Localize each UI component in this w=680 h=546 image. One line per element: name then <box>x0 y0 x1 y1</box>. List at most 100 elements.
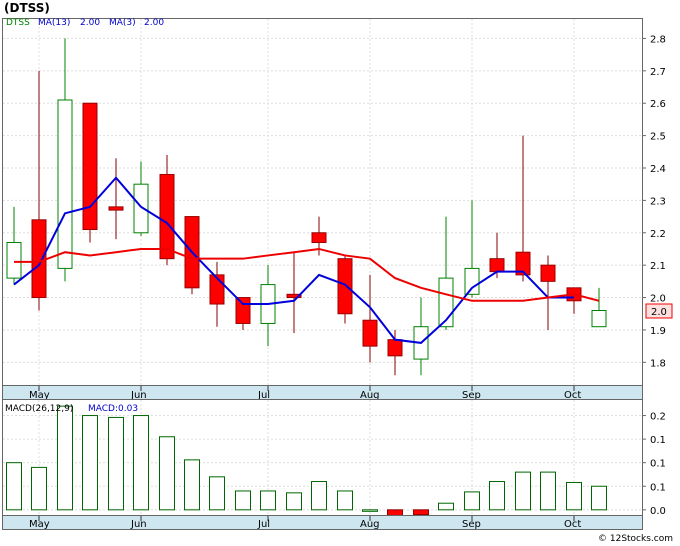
candle-body <box>387 339 403 357</box>
price-x-tick-label: May <box>29 390 50 401</box>
candle-body <box>133 183 149 234</box>
candle <box>515 135 531 282</box>
price-x-tick-label: Aug <box>360 390 380 401</box>
candle <box>464 200 480 298</box>
price-tick-label: 1.8 <box>650 358 666 369</box>
candle-body <box>286 293 302 299</box>
last-value-box <box>645 303 673 319</box>
legend-ma3: MA(3) <box>109 18 136 28</box>
macd-bar <box>260 490 276 511</box>
macd-tick-label: 0.0 <box>650 506 666 517</box>
macd-bar <box>209 476 225 511</box>
candle-body <box>108 206 124 211</box>
macd-bar <box>31 466 47 511</box>
moving-average-lines <box>13 176 600 344</box>
candle-body <box>489 258 505 273</box>
macd-bar <box>311 481 327 511</box>
candle <box>159 155 175 266</box>
legend-macd-value: MACD:0.03 <box>88 404 138 414</box>
last-value-label: 2.0 <box>651 307 667 318</box>
candle <box>82 102 98 243</box>
macd-bar <box>387 509 403 516</box>
macd-bar <box>184 459 200 511</box>
macd-bar <box>57 405 73 511</box>
macd-bar <box>464 491 480 511</box>
price-month-strip <box>2 385 643 400</box>
price-x-tick-label: Oct <box>564 390 581 401</box>
macd-bars <box>6 405 607 516</box>
macd-bar <box>591 485 607 511</box>
legend-symbol: DTSS <box>6 18 30 28</box>
macd-bar <box>133 415 149 511</box>
candle <box>337 255 353 324</box>
macd-x-tick-label: Jun <box>130 519 147 530</box>
macd-bar <box>413 509 429 516</box>
macd-tick-label: 0.1 <box>650 459 666 470</box>
candle-body <box>57 99 73 269</box>
price-x-tick-label: Jun <box>130 390 147 401</box>
candle-body <box>31 219 47 299</box>
credit-text: © 12Stocks.com <box>598 534 673 544</box>
candle <box>57 38 73 282</box>
candle-body <box>362 319 378 347</box>
candle <box>286 252 302 334</box>
legend-ma3-value: 2.00 <box>144 18 164 28</box>
macd-x-tick-label: May <box>29 519 50 530</box>
candle <box>6 206 22 285</box>
macd-tick-label: 0.1 <box>650 435 666 446</box>
macd-tick-label: 0.1 <box>650 482 666 493</box>
price-x-axis: May Jun Jul Aug Sep Oct <box>29 386 581 401</box>
candle <box>540 255 556 330</box>
macd-bar <box>108 416 124 511</box>
macd-x-axis: May Jun Jul Aug Sep Oct <box>29 516 581 530</box>
candle <box>387 329 403 376</box>
candle <box>108 158 124 240</box>
macd-bar <box>489 481 505 511</box>
price-tick-label: 2.8 <box>650 34 666 45</box>
price-panel-frame <box>2 18 643 386</box>
macd-x-tick-label: Aug <box>360 519 380 530</box>
macd-bar <box>337 490 353 511</box>
price-tick-label: 2.4 <box>650 164 666 175</box>
price-tick-label: 2.7 <box>650 67 666 78</box>
candle-body <box>311 232 327 243</box>
legend-ma13: MA(13) <box>38 18 70 28</box>
candle-body <box>540 264 556 282</box>
candle-body <box>515 251 531 276</box>
candle-body <box>6 241 22 279</box>
legend-ma13-value: 2.00 <box>80 18 100 28</box>
macd-month-strip <box>2 515 643 530</box>
macd-x-tick-label: Oct <box>564 519 581 530</box>
ma-line-ma3 <box>14 247 600 302</box>
candle-body <box>159 173 175 260</box>
price-tick-label: 2.2 <box>650 229 666 240</box>
macd-bar <box>438 502 454 511</box>
candle <box>184 216 200 295</box>
price-tick-label: 2.5 <box>650 132 666 143</box>
macd-bar <box>159 436 175 511</box>
price-x-tick-label: Sep <box>462 390 481 401</box>
macd-bar <box>286 492 302 511</box>
candle <box>133 161 149 237</box>
chart-title: (DTSS) <box>4 1 50 15</box>
macd-bar <box>540 471 556 511</box>
price-tick-label: 2.1 <box>650 261 666 272</box>
candle-body <box>464 267 480 295</box>
price-tick-label: 2.3 <box>650 196 666 207</box>
macd-bar <box>515 471 531 511</box>
macd-bar <box>82 415 98 511</box>
macd-bar <box>566 481 582 511</box>
ma-line-ma13 <box>13 176 574 344</box>
macd-x-tick-label: Jul <box>257 519 270 530</box>
candle-body <box>337 258 353 315</box>
macd-bar <box>6 462 22 511</box>
candle-body <box>82 102 98 231</box>
macd-tick-label: 0.2 <box>650 412 666 423</box>
macd-bar <box>235 490 251 511</box>
legend-macd-params: MACD(26,12,9) <box>5 404 73 414</box>
candle-body <box>591 310 607 328</box>
price-legend: DTSS MA(13) 2.00 MA(3) 2.00 <box>6 18 164 28</box>
candle-body <box>235 297 251 324</box>
macd-legend: MACD(26,12,9) MACD:0.03 <box>5 404 138 414</box>
